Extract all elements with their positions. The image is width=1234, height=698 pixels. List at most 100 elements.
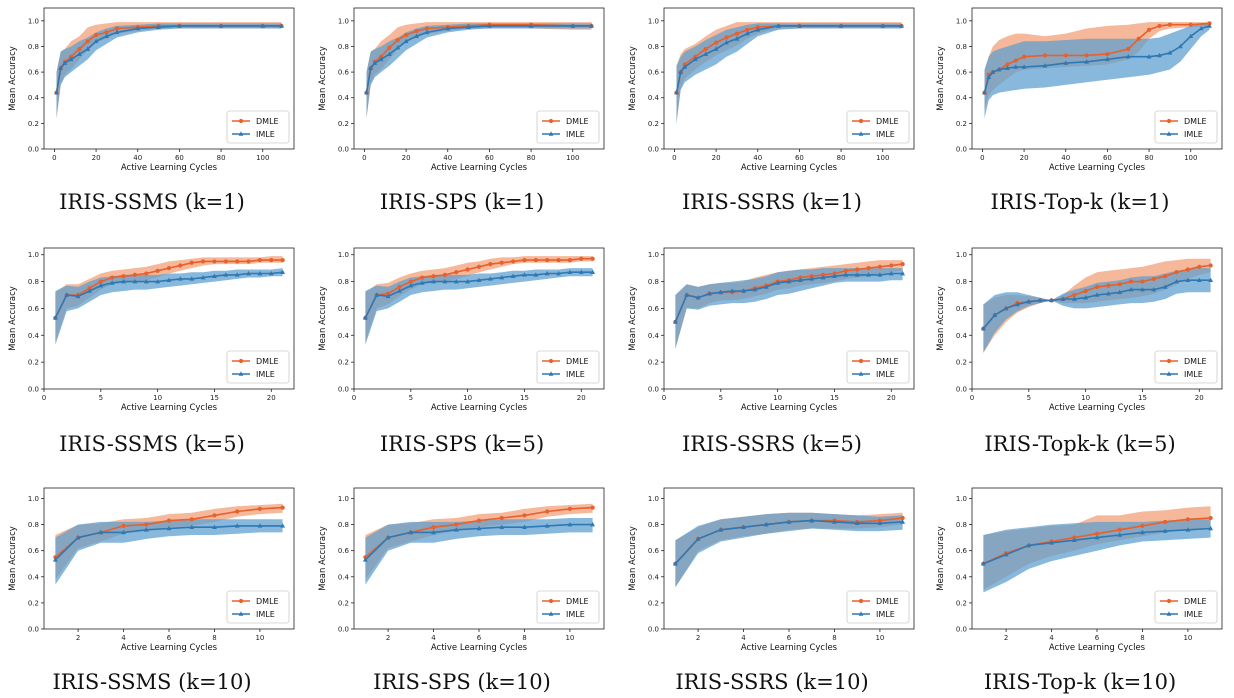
data-point-imle (1005, 65, 1010, 71)
data-point-imle (1198, 25, 1204, 31)
data-point-dmle (1157, 23, 1162, 29)
x-tick-label: 20 (1020, 154, 1029, 162)
data-point-imle (809, 276, 815, 281)
chart-svg: 0.0 0.2 0.4 0.6 0.8 1.0 2 4 6 8 10 Active Learning … (8, 487, 295, 653)
legend-marker-dmle (1166, 118, 1172, 124)
data-point-imle (98, 283, 104, 288)
y-tick-label: 0.4 (648, 332, 660, 340)
y-tick-label: 0.6 (648, 547, 660, 555)
data-point-dmle (269, 257, 274, 263)
legend-label-imle: IMLE (876, 370, 895, 379)
x-axis-label: Active Learning Cycles (1049, 643, 1146, 653)
x-tick-label: 60 (485, 154, 494, 162)
data-point-imle (684, 292, 690, 297)
x-tick-label: 5 (1027, 394, 1031, 402)
legend: DMLE IMLE (1154, 110, 1218, 144)
legend-marker-dmle (1166, 598, 1172, 604)
chart-caption: IRIS-SSRS (k=1) (682, 190, 862, 214)
data-point-imle (1105, 56, 1110, 62)
legend-marker-dmle (238, 358, 244, 364)
data-point-dmle (235, 259, 240, 264)
y-tick-label: 0.0 (338, 626, 349, 634)
x-axis-label: Active Learning Cycles (121, 643, 218, 653)
data-point-dmle (155, 268, 160, 273)
legend-marker-imle (238, 131, 244, 136)
data-point-dmle (408, 279, 413, 284)
legend-label-dmle: DMLE (1184, 597, 1207, 606)
data-point-dmle (1188, 22, 1193, 27)
data-point-imle (763, 521, 769, 527)
data-point-imle (843, 272, 849, 277)
chart-caption: IRIS-SPS (k=5) (379, 432, 545, 456)
data-point-imle (734, 36, 740, 41)
y-tick-label: 0.0 (648, 386, 659, 394)
chart-panel: 0.0 0.2 0.4 0.6 0.8 1.0 0 20 40 60 80 100 Active Lea… (2, 4, 302, 179)
data-point-imle (590, 521, 596, 527)
confidence-band-imle (983, 519, 1211, 593)
data-point-imle (1146, 54, 1152, 59)
data-point-imle (121, 278, 126, 284)
data-point-imle (223, 272, 229, 277)
data-point-dmle (579, 256, 584, 261)
data-point-imle (132, 278, 138, 284)
y-tick-label: 0.4 (28, 332, 40, 340)
legend-marker-dmle (238, 118, 244, 124)
y-tick-label: 0.0 (956, 146, 967, 154)
data-point-dmle (431, 274, 436, 279)
data-point-imle (372, 60, 378, 65)
data-point-dmle (178, 263, 183, 268)
x-tick-label: 0 (52, 154, 56, 162)
x-tick-label: 20 (887, 394, 896, 402)
data-point-dmle (387, 45, 392, 50)
x-tick-label: 10 (153, 394, 162, 402)
data-point-imle (1049, 297, 1054, 303)
legend-label-dmle: DMLE (876, 597, 899, 606)
data-point-imle (1083, 295, 1089, 300)
data-point-dmle (212, 513, 217, 518)
data-point-dmle (476, 264, 482, 269)
x-tick-label: 8 (1140, 634, 1144, 642)
data-point-imle (1094, 535, 1100, 540)
data-point-imle (1071, 537, 1077, 543)
data-point-dmle (1163, 274, 1168, 279)
legend: DMLE IMLE (846, 350, 910, 384)
chart-svg: 0.0 0.2 0.4 0.6 0.8 1.0 0 20 40 60 80 100 Active Lea… (936, 7, 1223, 173)
data-point-dmle (1117, 527, 1122, 532)
data-point-dmle (200, 259, 206, 264)
data-point-dmle (1105, 52, 1110, 57)
data-point-imle (54, 90, 59, 95)
data-point-imle (52, 557, 58, 562)
data-point-dmle (567, 257, 573, 263)
data-point-imle (189, 276, 195, 281)
data-point-dmle (403, 32, 409, 38)
data-point-imle (678, 69, 684, 74)
data-point-imle (1140, 529, 1145, 535)
data-point-imle (900, 519, 906, 524)
legend-label-imle: IMLE (1184, 130, 1203, 139)
data-point-dmle (454, 522, 459, 527)
data-point-dmle (144, 522, 149, 527)
chart-panel: 0.0 0.2 0.4 0.6 0.8 1.0 0 5 10 15 20 Active Learnin… (622, 244, 922, 419)
x-tick-label: 60 (1103, 154, 1112, 162)
data-point-imle (1151, 287, 1157, 292)
data-point-imle (109, 280, 115, 285)
data-point-dmle (1063, 53, 1068, 58)
y-tick-label: 0.6 (648, 69, 660, 77)
data-point-dmle (1005, 62, 1010, 67)
x-tick-label: 0 (42, 394, 46, 402)
data-point-imle (899, 23, 904, 28)
data-point-imle (487, 23, 492, 28)
y-tick-label: 0.4 (956, 94, 968, 102)
y-tick-label: 0.6 (338, 547, 350, 555)
data-point-imle (980, 561, 986, 566)
data-point-imle (156, 24, 161, 30)
chart-panel: 0.0 0.2 0.4 0.6 0.8 1.0 2 4 6 8 10 Active Learning … (622, 484, 922, 659)
data-point-imle (724, 40, 729, 45)
x-tick-label: 8 (522, 634, 526, 642)
data-point-dmle (567, 506, 573, 511)
x-tick-label: 20 (267, 394, 276, 402)
x-tick-label: 100 (256, 154, 269, 162)
data-point-dmle (1140, 523, 1145, 528)
data-point-dmle (877, 264, 883, 269)
legend-label-dmle: DMLE (566, 597, 589, 606)
